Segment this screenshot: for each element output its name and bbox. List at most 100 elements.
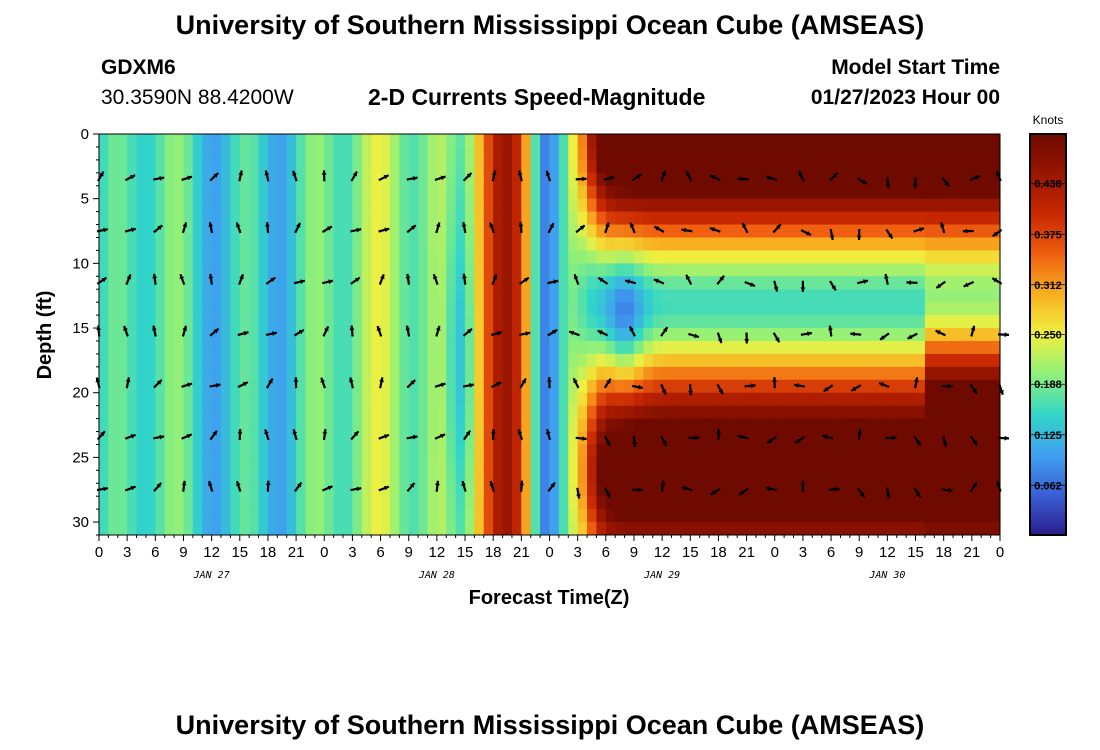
heatmap-cell (699, 159, 710, 174)
heatmap-cell (174, 379, 185, 394)
heatmap-cell (427, 483, 438, 497)
heatmap-cell (267, 353, 278, 368)
heatmap-cell (812, 405, 823, 420)
heatmap-cell (277, 250, 288, 264)
heatmap-cell (596, 289, 607, 303)
heatmap-cell (99, 418, 109, 433)
current-arrow (489, 480, 495, 492)
heatmap-cell (117, 237, 128, 252)
heatmap-cell (511, 224, 522, 239)
heatmap-cell (915, 302, 926, 316)
heatmap-cell (699, 353, 710, 368)
heatmap-cell (380, 276, 391, 290)
heatmap-cell (530, 172, 541, 187)
heatmap-cell (549, 444, 560, 458)
heatmap-cell (164, 134, 175, 148)
heatmap-cell (127, 302, 138, 316)
y-tick-label: 0 (81, 126, 89, 143)
heatmap-cell (831, 353, 842, 368)
heatmap-cell (202, 431, 213, 446)
heatmap-cell (737, 302, 748, 316)
heatmap-cell (202, 457, 213, 471)
heatmap-cell (971, 172, 982, 187)
current-arrow (660, 383, 667, 395)
heatmap-cell (915, 509, 926, 523)
heatmap-cell (671, 496, 682, 510)
heatmap-cell (577, 470, 588, 484)
heatmap-cell (812, 431, 823, 446)
heatmap-cell (493, 509, 504, 523)
y-axis-label: Depth (ft) (34, 291, 56, 380)
heatmap-cell (511, 263, 522, 277)
heatmap-cell (990, 146, 1000, 161)
heatmap-cell (343, 509, 354, 523)
heatmap-cell (267, 237, 278, 252)
heatmap-cell (249, 483, 260, 497)
heatmap-cell (981, 392, 992, 407)
heatmap-cell (615, 250, 626, 264)
heatmap-cell (371, 328, 382, 342)
current-arrow (741, 222, 749, 234)
heatmap-cell (192, 250, 203, 264)
heatmap-cell (192, 328, 203, 342)
heatmap-cell (361, 522, 372, 535)
heatmap-cell (624, 172, 635, 187)
heatmap-cell (389, 198, 400, 213)
heatmap-cell (127, 418, 138, 433)
heatmap-cell (343, 470, 354, 484)
heatmap-cell (849, 444, 860, 458)
heatmap-cell (108, 276, 119, 290)
current-arrow (850, 331, 862, 337)
heatmap-cell (784, 146, 795, 161)
heatmap-cell (633, 276, 644, 290)
heatmap-cell (192, 483, 203, 497)
heatmap-cell (971, 340, 982, 355)
heatmap-cell (671, 340, 682, 355)
current-arrow (885, 177, 891, 189)
heatmap-cell (793, 496, 804, 510)
heatmap-cell (474, 340, 485, 355)
heatmap-cell (568, 263, 579, 277)
heatmap-cell (174, 522, 185, 535)
current-arrow (181, 433, 193, 440)
heatmap-cell (943, 302, 954, 316)
heatmap-cell (915, 134, 926, 148)
heatmap-cell (493, 302, 504, 316)
heatmap-cell (577, 250, 588, 264)
current-arrow (970, 325, 976, 337)
heatmap-cell (868, 379, 879, 394)
heatmap-cell (183, 470, 194, 484)
heatmap-cell (774, 134, 785, 148)
heatmap-cell (239, 237, 250, 252)
heatmap-cell (718, 496, 729, 510)
heatmap-cell (305, 457, 316, 471)
heatmap-cell (174, 509, 185, 523)
heatmap-cell (821, 211, 832, 226)
heatmap-cell (474, 263, 485, 277)
heatmap-cell (127, 159, 138, 174)
heatmap-cell (755, 496, 766, 510)
heatmap-cell (389, 276, 400, 290)
heatmap-cell (455, 263, 466, 277)
heatmap-cell (427, 159, 438, 174)
heatmap-cell (821, 224, 832, 239)
heatmap-cell (868, 405, 879, 420)
heatmap-cell (117, 405, 128, 420)
heatmap-cell (887, 379, 898, 394)
heatmap-cell (877, 328, 888, 342)
heatmap-cell (812, 457, 823, 471)
heatmap-cell (859, 146, 870, 161)
heatmap-cell (267, 340, 278, 355)
heatmap-cell (249, 328, 260, 342)
heatmap-cell (511, 198, 522, 213)
date-label: JAN 28 (418, 570, 455, 581)
heatmap-cell (587, 444, 598, 458)
heatmap-cell (99, 263, 109, 277)
heatmap-cell (934, 263, 945, 277)
heatmap-cell (455, 289, 466, 303)
heatmap-cell (727, 198, 738, 213)
heatmap-cell (924, 483, 935, 497)
heatmap-cell (286, 185, 297, 200)
heatmap-cell (136, 237, 147, 252)
heatmap-cell (305, 418, 316, 433)
